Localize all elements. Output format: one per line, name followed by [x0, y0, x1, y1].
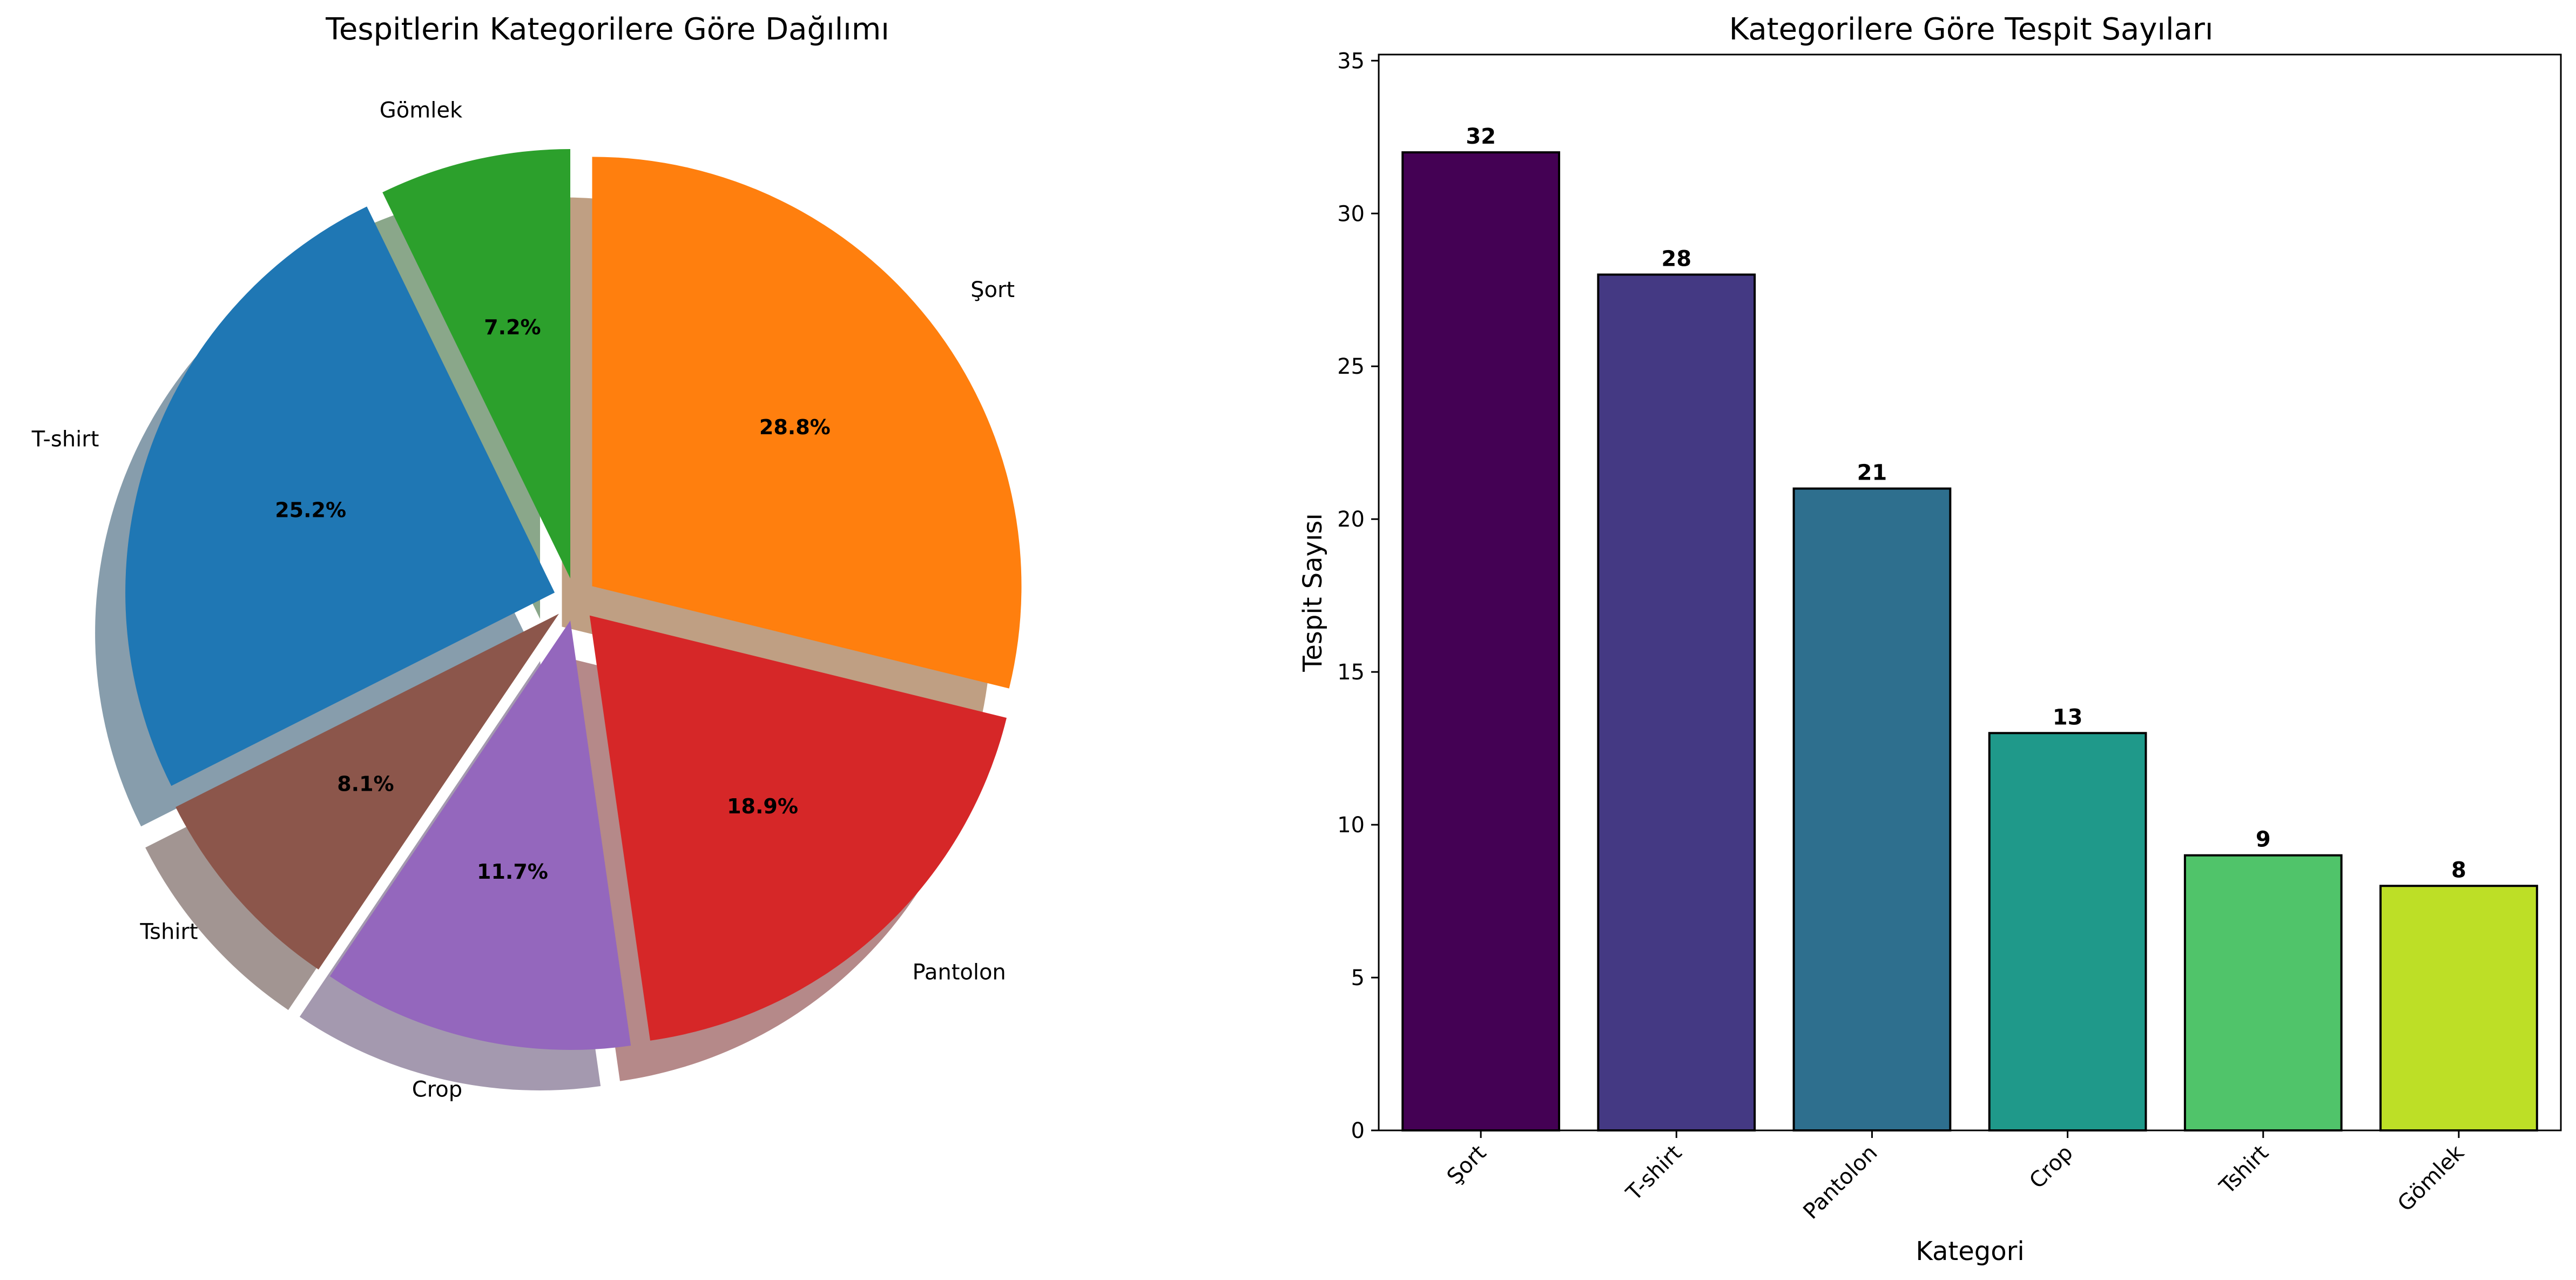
bar-tshirt: [2183, 854, 2343, 1131]
x-tick-label-t-shirt: T-shirt: [1621, 1141, 1687, 1206]
bar-axes-frame: [1378, 53, 2562, 1131]
bar-title: Kategorilere Göre Tespit Sayıları: [1729, 12, 2214, 47]
y-tick-label: 30: [1337, 201, 1365, 226]
pie-percent-crop: 11.7%: [477, 860, 548, 884]
bar-value-crop: 13: [2053, 705, 2083, 730]
pie-title: Tespitlerin Kategorilere Göre Dağılımı: [325, 12, 889, 47]
pie-label-t-shirt: T-shirt: [31, 427, 99, 452]
y-tick-label: 35: [1337, 49, 1365, 73]
bar-value-pantolon: 21: [1857, 461, 1887, 486]
pie-slices: [125, 149, 1022, 1050]
pie-slice-crop: [329, 620, 631, 1050]
pie-percent-sort: 28.8%: [759, 415, 831, 439]
y-tick-label: 0: [1351, 1119, 1365, 1143]
bar-chart: Kategorilere Göre Tespit Sayıları 0 5 10 15…: [1298, 12, 2562, 1266]
bar-value-gomlek: 8: [2451, 858, 2466, 882]
pie-slice-gomlek: [382, 149, 571, 579]
y-tick-label: 25: [1337, 354, 1365, 379]
pie-texts: Şort 28.8% Pantolon 18.9% Crop 11.7% Tshirt 8.1…: [31, 98, 1015, 1102]
bar-ylabel: Tespit Sayısı: [1298, 513, 1328, 672]
pie-label-gomlek: Gömlek: [380, 98, 463, 123]
x-tick-label-tshirt: Tshirt: [2215, 1141, 2274, 1200]
pie-label-pantolon: Pantolon: [913, 960, 1006, 985]
bar-x-axis: Şort T-shirt Pantolon Crop Tshirt Gömlek: [1442, 1130, 2470, 1224]
bar-xlabel: Kategori: [1916, 1236, 2024, 1266]
pie-slice-tshirt: [176, 614, 559, 970]
y-tick-label: 5: [1351, 966, 1365, 991]
bar-value-tshirt: 9: [2256, 827, 2271, 852]
x-tick-label-sort: Şort: [1442, 1141, 1492, 1190]
x-tick-label-crop: Crop: [2025, 1141, 2078, 1194]
pie-slice-pantolon: [589, 615, 1007, 1041]
pie-label-sort: Şort: [970, 278, 1015, 302]
bar-crop: [1988, 732, 2147, 1132]
pie-percent-t-shirt: 25.2%: [275, 498, 346, 522]
bar-gomlek: [2379, 885, 2538, 1131]
pie-label-tshirt: Tshirt: [139, 920, 198, 945]
bar-sort: [1401, 151, 1560, 1131]
x-tick-label-gomlek: Gömlek: [2393, 1140, 2470, 1217]
pie-percent-tshirt: 8.1%: [337, 772, 394, 796]
pie-label-crop: Crop: [412, 1077, 462, 1102]
y-tick-label: 15: [1337, 660, 1365, 685]
x-tick-label-pantolon: Pantolon: [1798, 1141, 1882, 1224]
pie-chart: Tespitlerin Kategorilere Göre Dağılımı Ş…: [31, 12, 1022, 1102]
bar-pantolon: [1792, 487, 1952, 1131]
pie-percent-gomlek: 7.2%: [484, 315, 541, 339]
pie-slice-sort: [592, 157, 1022, 689]
bar-t-shirt: [1597, 273, 1756, 1131]
pie-percent-pantolon: 18.9%: [727, 794, 798, 818]
y-tick-label: 20: [1337, 507, 1365, 532]
bar-value-t-shirt: 28: [1661, 246, 1691, 271]
bar-value-sort: 32: [1466, 124, 1496, 149]
bar-y-axis: 0 5 10 15 20 25 30 35: [1337, 49, 1379, 1143]
pie-slice-t-shirt: [125, 206, 555, 786]
bar-bars: 32 28 21 13 9 8: [1401, 124, 2538, 1132]
y-tick-label: 10: [1337, 813, 1365, 838]
